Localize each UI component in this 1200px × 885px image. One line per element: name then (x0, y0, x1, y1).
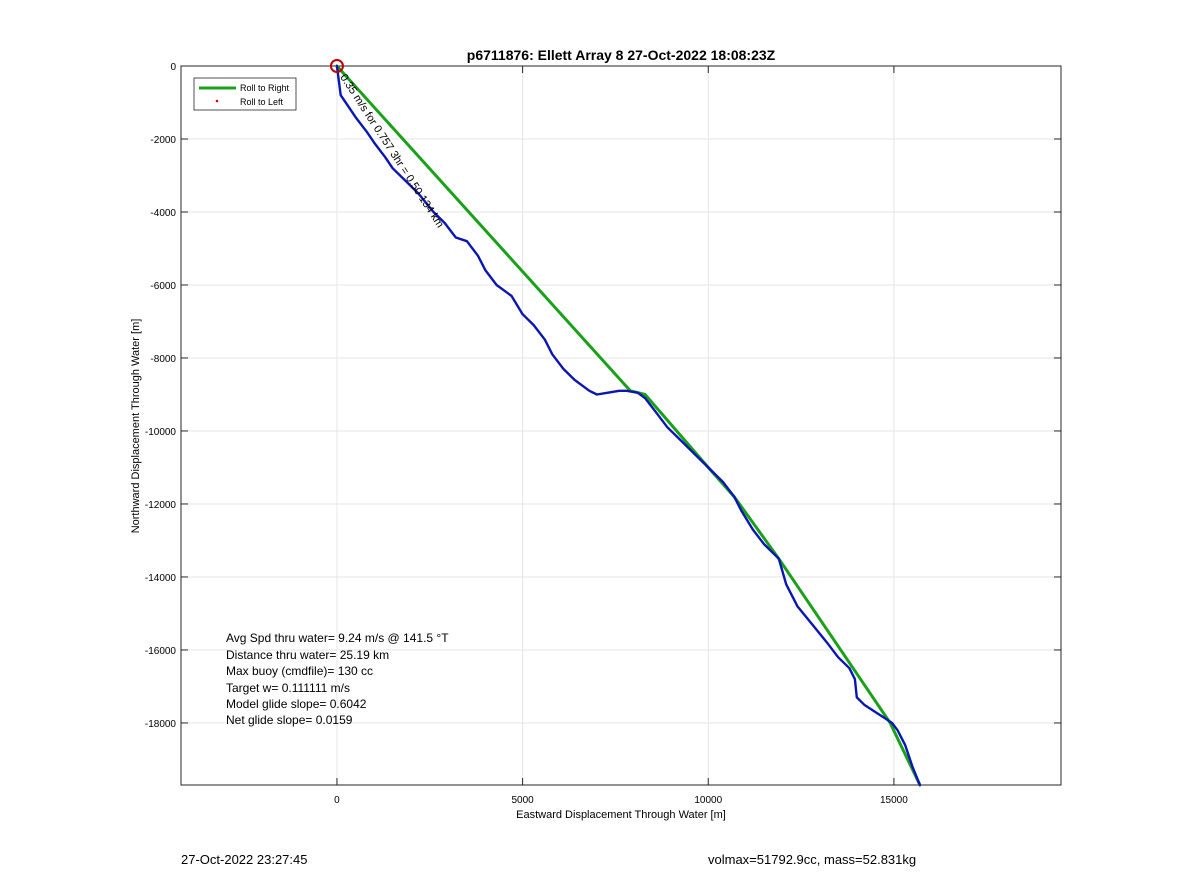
start-marker (329, 59, 344, 73)
y-tick-label: -10000 (145, 427, 177, 438)
y-tick-label: 0 (170, 62, 176, 73)
series-line-roll-right (335, 64, 922, 787)
y-tick-label: -2000 (150, 135, 176, 146)
y-tick-label: -12000 (145, 500, 177, 511)
series-line-glider-track (335, 64, 922, 787)
x-tick-label: 5000 (511, 795, 534, 806)
summary-distance: Distance thru water= 25.19 km (226, 648, 389, 662)
axis-ticks: 0 5000 10000 15000 0 -2000 -4000 -6000 -8000 -100… (145, 62, 1061, 806)
footer-volmax-mass: volmax=51792.9cc, mass=52.831kg (708, 852, 917, 867)
chart-title: p6711876: Ellett Array 8 27-Oct-2022 18:… (467, 47, 776, 63)
summary-text: Avg Spd thru water= 9.24 m/s @ 141.5 °T … (226, 631, 449, 727)
summary-target-w: Target w= 0.111111 m/s (226, 681, 350, 695)
legend: Roll to Right Roll to Left (193, 77, 297, 111)
y-tick-label: -14000 (145, 573, 177, 584)
y-tick-label: -4000 (150, 208, 176, 219)
y-tick-label: -18000 (145, 719, 177, 730)
summary-max-buoy: Max buoy (cmdfile)= 130 cc (226, 664, 373, 678)
legend-label-roll-left: Roll to Left (240, 97, 284, 107)
plot-frame (180, 65, 1062, 786)
y-tick-label: -16000 (145, 646, 177, 657)
annotation-layer: 0.35 m/s for 0.757 3hr = 0.50 134 km (329, 59, 446, 230)
track-annotation: 0.35 m/s for 0.757 3hr = 0.50 134 km (337, 72, 445, 230)
legend-box (193, 77, 297, 111)
x-tick-label: 15000 (880, 795, 908, 806)
summary-model-glide-slope: Model glide slope= 0.6042 (226, 697, 367, 711)
series-layer (335, 64, 922, 787)
x-tick-label: 0 (334, 795, 340, 806)
y-axis-label: Northward Displacement Through Water [m] (130, 319, 142, 534)
legend-marker-roll-left (215, 99, 219, 103)
x-axis-label: Eastward Displacement Through Water [m] (516, 809, 726, 821)
y-tick-label: -8000 (150, 354, 176, 365)
legend-label-roll-right: Roll to Right (240, 83, 290, 93)
y-tick-label: -6000 (150, 281, 176, 292)
x-tick-label: 10000 (694, 795, 722, 806)
summary-net-glide-slope: Net glide slope= 0.0159 (226, 713, 353, 727)
footer-timestamp: 27-Oct-2022 23:27:45 (181, 852, 308, 867)
summary-avg-speed: Avg Spd thru water= 9.24 m/s @ 141.5 °T (226, 631, 449, 645)
